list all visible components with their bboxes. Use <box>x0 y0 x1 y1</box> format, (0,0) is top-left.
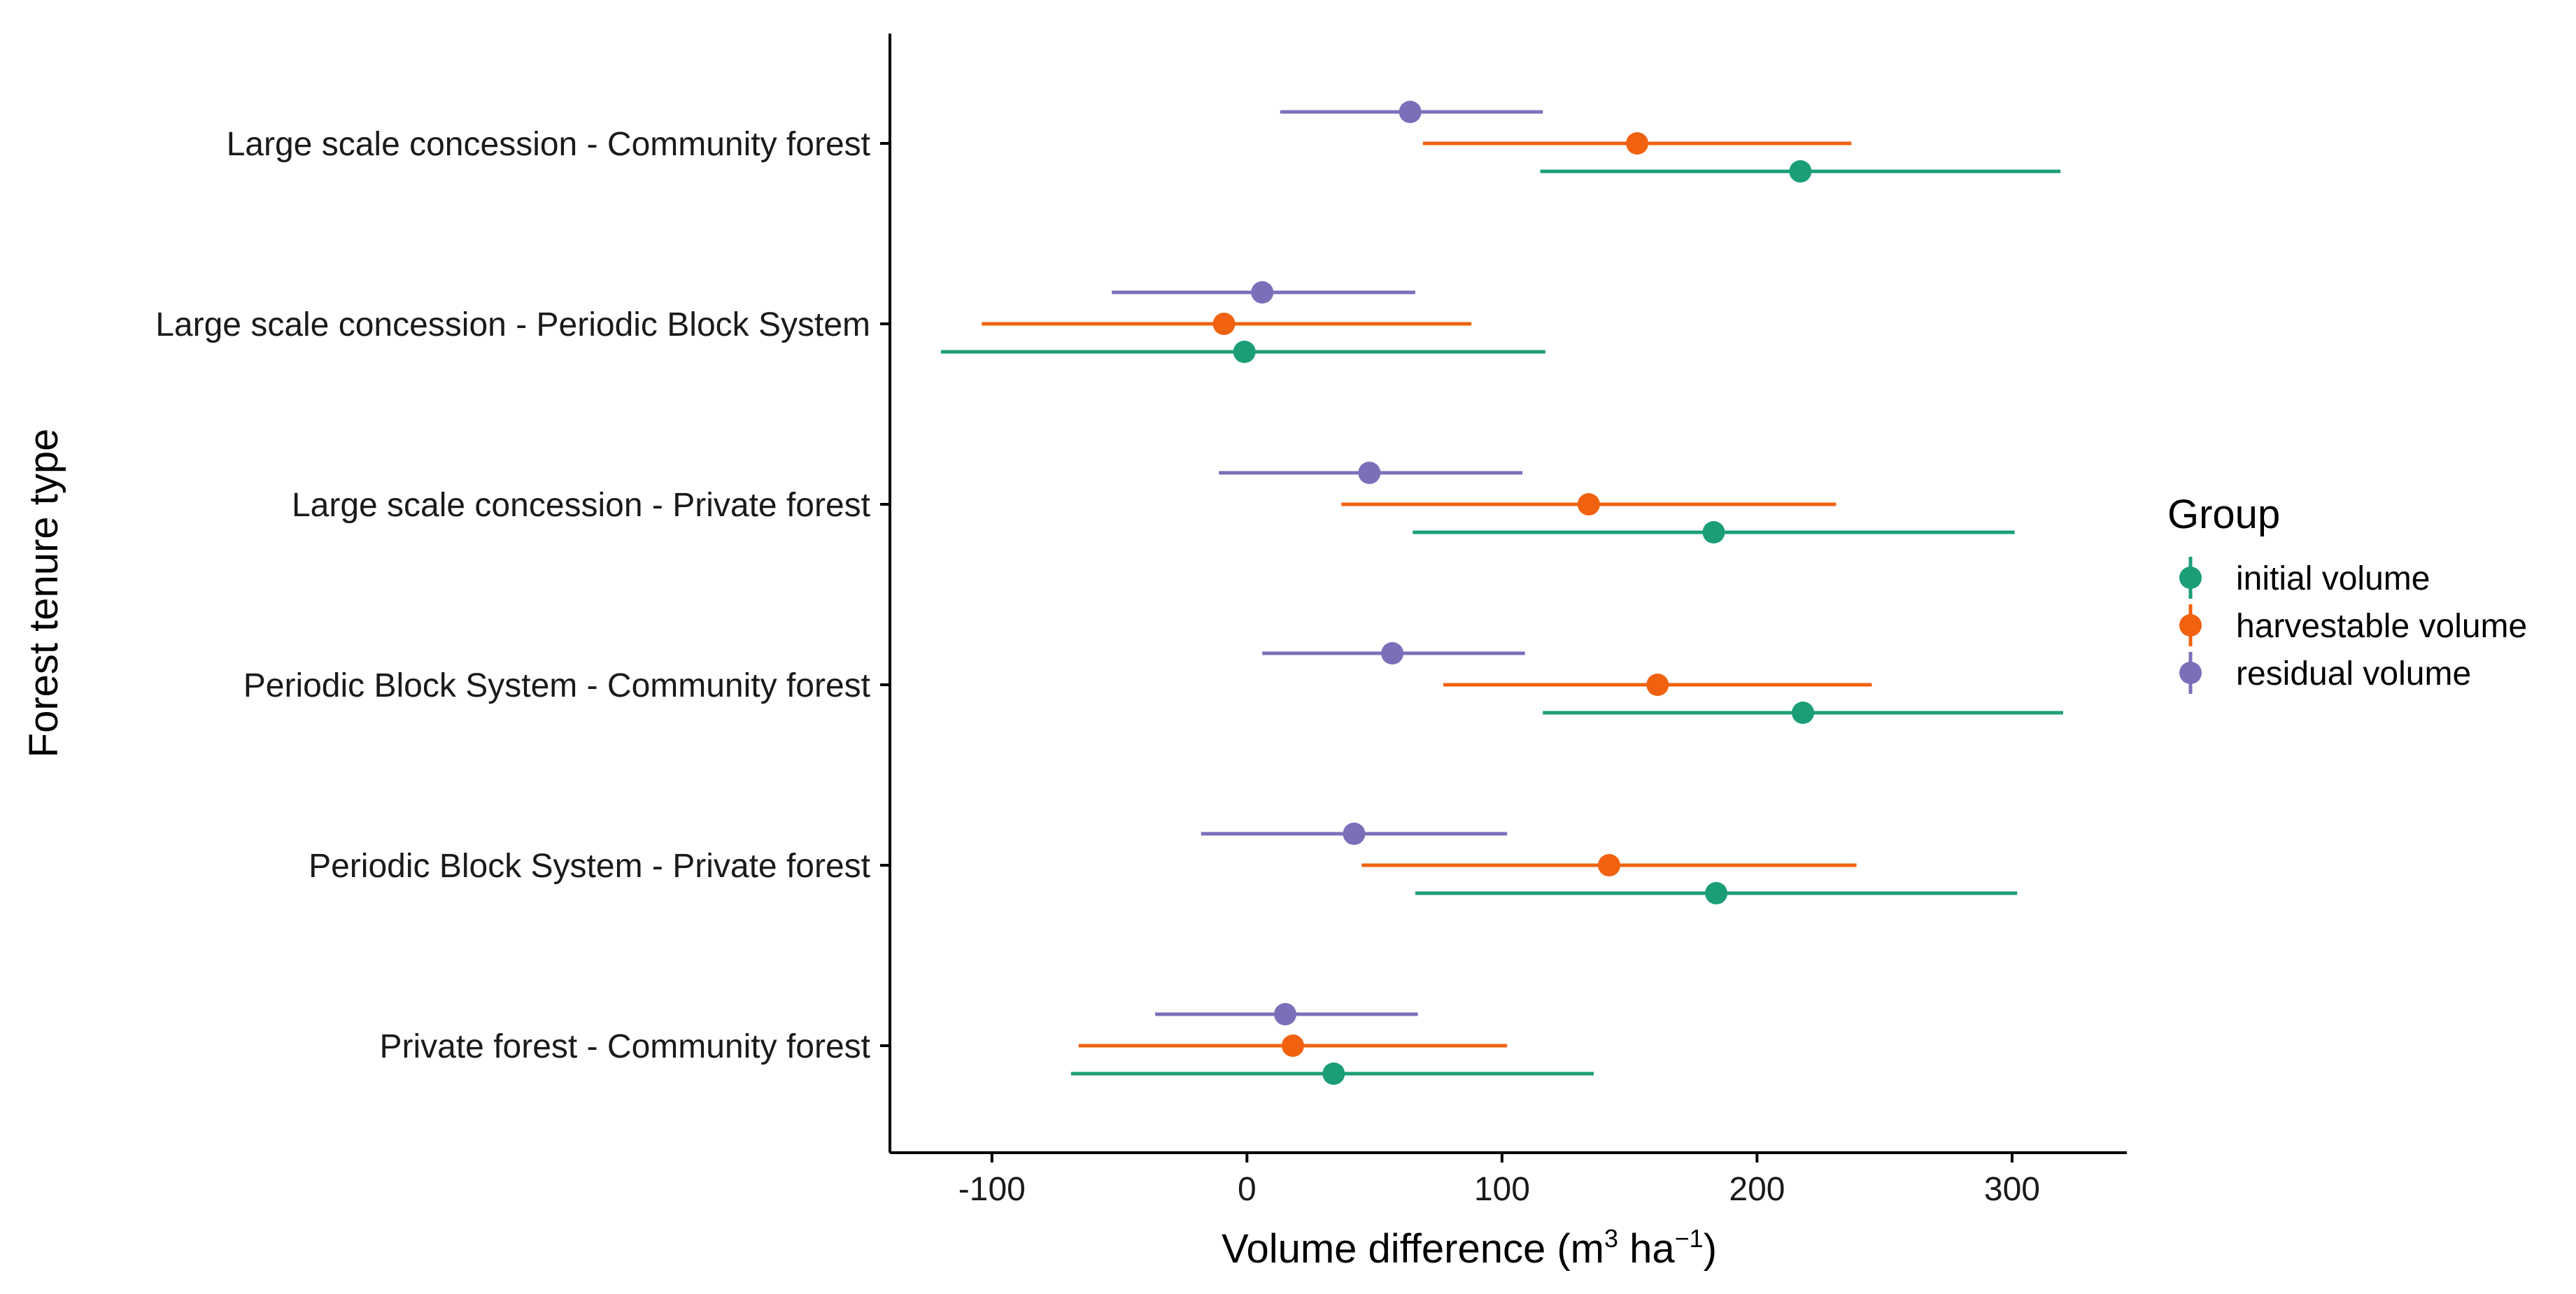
y-axis-title: Forest tenure type <box>21 429 66 758</box>
y-tick-label: Large scale concession - Private forest <box>292 487 870 524</box>
legend: Group initial volume harvestable volume res… <box>2167 492 2527 694</box>
y-tick-label: Periodic Block System - Community forest <box>243 667 870 704</box>
series-harvestable-volume <box>982 132 1872 1057</box>
legend-label-initial-volume: initial volume <box>2236 560 2430 597</box>
series-residual-volume <box>1112 101 1543 1025</box>
x-tick-label: 300 <box>1984 1171 2040 1208</box>
y-tick-label: Large scale concession - Community fores… <box>227 126 870 163</box>
y-tick-label: Private forest - Community forest <box>379 1028 870 1065</box>
point-harvestable-volume <box>1646 674 1669 696</box>
data-layer <box>940 101 2063 1085</box>
point-residual-volume <box>1381 642 1404 664</box>
point-initial-volume <box>1705 882 1728 904</box>
legend-label-harvestable-volume: harvestable volume <box>2236 608 2527 645</box>
series-initial-volume <box>940 160 2063 1085</box>
point-initial-volume <box>1792 702 1815 724</box>
point-initial-volume <box>1789 160 1812 183</box>
point-harvestable-volume <box>1212 313 1236 335</box>
point-harvestable-volume <box>1626 132 1649 155</box>
x-axis-title: Volume difference (m3 ha−1) <box>1222 1224 1717 1272</box>
point-harvestable-volume <box>1281 1035 1304 1057</box>
y-tick-label: Large scale concession - Periodic Block … <box>155 306 870 343</box>
y-tick-label: Periodic Block System - Private forest <box>309 848 870 885</box>
legend-key-point-initial-volume <box>2179 567 2202 589</box>
point-initial-volume <box>1702 521 1725 543</box>
legend-title: Group <box>2167 492 2280 537</box>
point-residual-volume <box>1274 1003 1297 1025</box>
x-tick-label: 100 <box>1474 1171 1530 1208</box>
point-residual-volume <box>1399 101 1422 123</box>
legend-key-point-residual-volume <box>2179 662 2202 684</box>
legend-key-point-harvestable-volume <box>2179 614 2202 637</box>
axes: -100 0 100 200 300 Large scale concession - C… <box>155 34 2127 1208</box>
x-tick-label: 200 <box>1729 1171 1785 1208</box>
point-initial-volume <box>1322 1062 1345 1085</box>
point-initial-volume <box>1233 341 1256 363</box>
x-tick-label: 0 <box>1238 1171 1257 1208</box>
point-residual-volume <box>1251 281 1274 304</box>
point-residual-volume <box>1358 462 1381 484</box>
point-residual-volume <box>1343 823 1366 845</box>
point-harvestable-volume <box>1597 854 1620 876</box>
legend-label-residual-volume: residual volume <box>2236 655 2471 692</box>
point-harvestable-volume <box>1577 493 1600 516</box>
x-tick-label: -100 <box>958 1171 1026 1208</box>
